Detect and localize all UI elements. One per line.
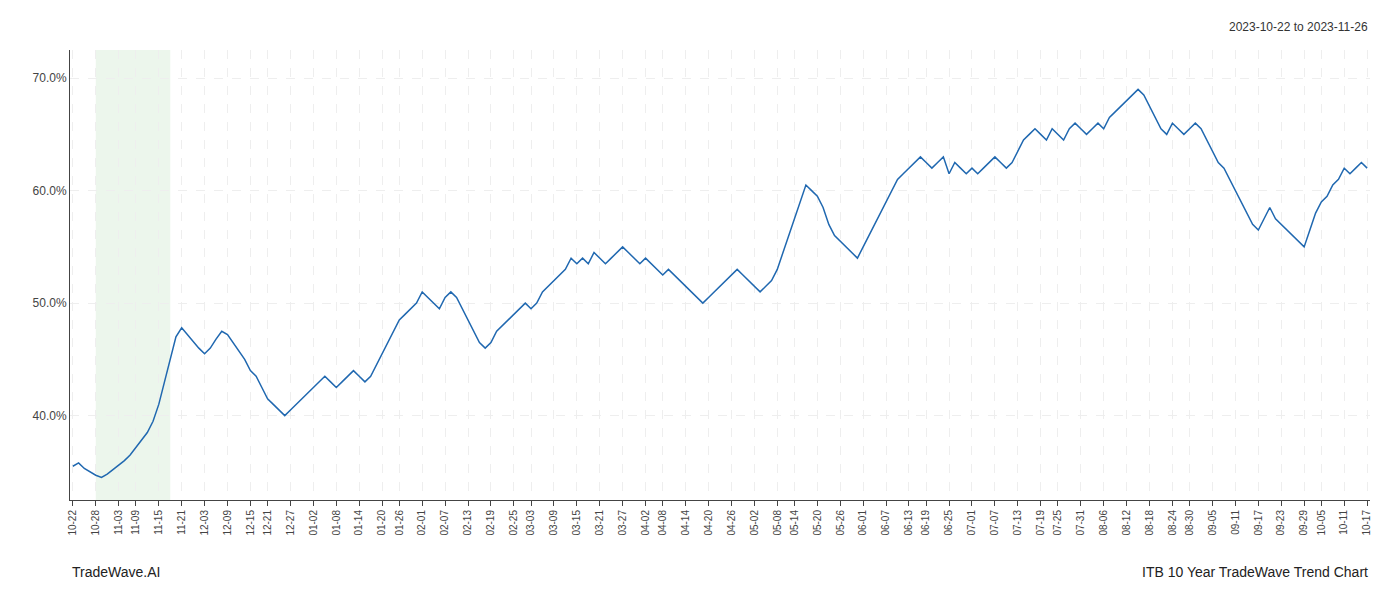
svg-text:03-21: 03-21 — [594, 510, 605, 536]
svg-text:04-20: 04-20 — [703, 510, 714, 536]
svg-text:01-08: 01-08 — [331, 510, 342, 536]
svg-text:01-26: 01-26 — [394, 510, 405, 536]
svg-text:06-25: 06-25 — [943, 510, 954, 536]
svg-text:09-11: 09-11 — [1230, 510, 1241, 535]
svg-text:10-28: 10-28 — [90, 510, 101, 536]
svg-text:50.0%: 50.0% — [33, 296, 67, 310]
svg-text:04-02: 04-02 — [640, 510, 651, 536]
svg-text:03-15: 03-15 — [571, 510, 582, 536]
svg-text:04-14: 04-14 — [680, 510, 691, 536]
svg-text:03-09: 03-09 — [548, 510, 559, 536]
svg-text:01-02: 01-02 — [308, 510, 319, 536]
svg-text:02-07: 02-07 — [439, 510, 450, 536]
svg-text:05-20: 05-20 — [812, 510, 823, 536]
svg-text:07-31: 07-31 — [1075, 510, 1086, 536]
svg-text:12-27: 12-27 — [285, 510, 296, 536]
svg-text:07-19: 07-19 — [1035, 510, 1046, 536]
svg-text:03-03: 03-03 — [525, 510, 536, 536]
svg-text:TradeWave.AI: TradeWave.AI — [72, 564, 160, 580]
svg-text:07-01: 07-01 — [966, 510, 977, 536]
svg-text:12-15: 12-15 — [245, 510, 256, 536]
svg-text:05-26: 05-26 — [835, 510, 846, 536]
svg-text:ITB 10 Year TradeWave Trend Ch: ITB 10 Year TradeWave Trend Chart — [1142, 564, 1368, 580]
svg-text:04-08: 04-08 — [657, 510, 668, 536]
svg-text:09-05: 09-05 — [1207, 510, 1218, 536]
svg-text:08-12: 08-12 — [1121, 510, 1132, 536]
svg-text:08-18: 08-18 — [1144, 510, 1155, 536]
svg-text:08-06: 08-06 — [1098, 510, 1109, 536]
svg-text:10-17: 10-17 — [1361, 510, 1372, 536]
svg-text:12-21: 12-21 — [262, 510, 273, 536]
svg-text:02-19: 02-19 — [485, 510, 496, 536]
svg-text:2023-10-22 to 2023-11-26: 2023-10-22 to 2023-11-26 — [1229, 20, 1368, 34]
svg-text:05-08: 05-08 — [772, 510, 783, 536]
svg-text:06-07: 06-07 — [880, 510, 891, 536]
svg-text:10-11: 10-11 — [1338, 510, 1349, 535]
svg-text:11-15: 11-15 — [153, 510, 164, 535]
svg-text:01-14: 01-14 — [353, 510, 364, 536]
svg-text:06-13: 06-13 — [903, 510, 914, 536]
svg-text:09-23: 09-23 — [1275, 510, 1286, 536]
svg-text:12-03: 12-03 — [199, 510, 210, 536]
svg-text:12-09: 12-09 — [222, 510, 233, 536]
svg-text:05-02: 05-02 — [749, 510, 760, 536]
svg-text:07-07: 07-07 — [989, 510, 1000, 536]
svg-text:40.0%: 40.0% — [33, 409, 67, 423]
svg-text:09-17: 09-17 — [1253, 510, 1264, 536]
svg-text:06-01: 06-01 — [857, 510, 868, 536]
svg-text:06-19: 06-19 — [920, 510, 931, 536]
svg-text:11-03: 11-03 — [113, 510, 124, 535]
svg-text:60.0%: 60.0% — [33, 184, 67, 198]
svg-text:10-22: 10-22 — [67, 510, 78, 536]
svg-text:08-30: 08-30 — [1184, 510, 1195, 536]
svg-text:09-29: 09-29 — [1298, 510, 1309, 536]
svg-text:02-01: 02-01 — [416, 510, 427, 536]
svg-text:07-13: 07-13 — [1012, 510, 1023, 536]
svg-text:11-21: 11-21 — [176, 510, 187, 535]
svg-text:08-24: 08-24 — [1167, 510, 1178, 536]
svg-text:10-05: 10-05 — [1316, 510, 1327, 536]
svg-text:05-14: 05-14 — [789, 510, 800, 536]
svg-text:07-25: 07-25 — [1052, 510, 1063, 536]
svg-text:01-20: 01-20 — [376, 510, 387, 536]
svg-text:70.0%: 70.0% — [33, 71, 67, 85]
svg-text:11-09: 11-09 — [130, 510, 141, 535]
svg-text:04-26: 04-26 — [726, 510, 737, 536]
svg-text:02-25: 02-25 — [508, 510, 519, 536]
svg-text:02-13: 02-13 — [462, 510, 473, 536]
svg-text:03-27: 03-27 — [617, 510, 628, 536]
